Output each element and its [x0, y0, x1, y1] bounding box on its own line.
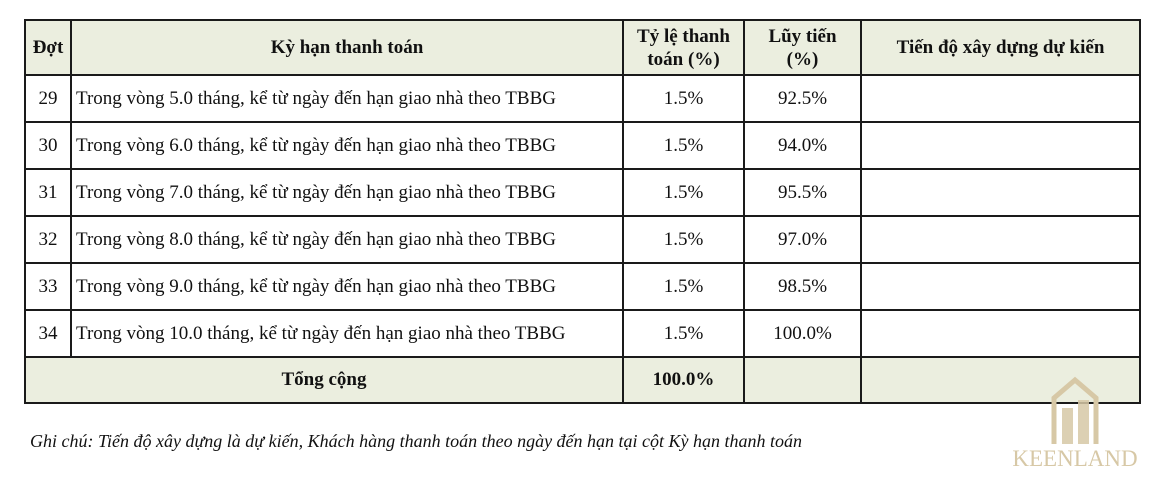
cell-id: 30 — [24, 121, 72, 170]
cell-rate: 1.5% — [622, 262, 745, 311]
cell-progress — [860, 121, 1141, 170]
header-id: Đợt — [24, 19, 72, 76]
keenland-logo: KEENLAND — [1004, 372, 1146, 476]
cell-progress — [860, 262, 1141, 311]
cell-id: 31 — [24, 168, 72, 217]
cell-term: Trong vòng 10.0 tháng, kể từ ngày đến hạ… — [70, 309, 624, 358]
total-value: 100.0% — [622, 356, 745, 404]
cell-cumulative: 92.5% — [743, 74, 862, 123]
header-term: Kỳ hạn thanh toán — [70, 19, 624, 76]
cell-term: Trong vòng 6.0 tháng, kể từ ngày đến hạn… — [70, 121, 624, 170]
cell-term: Trong vòng 8.0 tháng, kể từ ngày đến hạn… — [70, 215, 624, 264]
header-cumulative: Lũy tiến (%) — [743, 19, 862, 76]
cell-id: 29 — [24, 74, 72, 123]
logo-text: KEENLAND — [1012, 446, 1138, 471]
building-icon — [1051, 376, 1099, 444]
table-row: 34 Trong vòng 10.0 tháng, kể từ ngày đến… — [24, 309, 1141, 358]
header-rate-line2: toán (%) — [647, 48, 720, 70]
cell-rate: 1.5% — [622, 215, 745, 264]
table-header-row: Đợt Kỳ hạn thanh toán Tỷ lệ thanh toán (… — [24, 19, 1141, 76]
cell-rate: 1.5% — [622, 74, 745, 123]
cell-term: Trong vòng 9.0 tháng, kể từ ngày đến hạn… — [70, 262, 624, 311]
cell-cumulative: 95.5% — [743, 168, 862, 217]
table-row: 30 Trong vòng 6.0 tháng, kể từ ngày đến … — [24, 121, 1141, 170]
cell-rate: 1.5% — [622, 309, 745, 358]
total-progress-empty — [860, 356, 1141, 404]
header-rate: Tỷ lệ thanh toán (%) — [622, 19, 745, 76]
cell-term: Trong vòng 5.0 tháng, kể từ ngày đến hạn… — [70, 74, 624, 123]
cell-progress — [860, 74, 1141, 123]
table-row: 29 Trong vòng 5.0 tháng, kể từ ngày đến … — [24, 74, 1141, 123]
total-row: Tổng cộng 100.0% — [24, 356, 1141, 404]
cell-id: 33 — [24, 262, 72, 311]
header-rate-line1: Tỷ lệ thanh — [637, 25, 730, 47]
table-row: 31 Trong vòng 7.0 tháng, kể từ ngày đến … — [24, 168, 1141, 217]
cell-progress — [860, 168, 1141, 217]
cell-cumulative: 100.0% — [743, 309, 862, 358]
header-cumulative-line2: (%) — [786, 48, 819, 70]
cell-term: Trong vòng 7.0 tháng, kể từ ngày đến hạn… — [70, 168, 624, 217]
cell-id: 34 — [24, 309, 72, 358]
cell-cumulative: 97.0% — [743, 215, 862, 264]
total-cumulative-empty — [743, 356, 862, 404]
payment-schedule-table: Đợt Kỳ hạn thanh toán Tỷ lệ thanh toán (… — [24, 19, 1141, 404]
table-row: 32 Trong vòng 8.0 tháng, kể từ ngày đến … — [24, 215, 1141, 264]
table-row: 33 Trong vòng 9.0 tháng, kể từ ngày đến … — [24, 262, 1141, 311]
cell-cumulative: 98.5% — [743, 262, 862, 311]
cell-cumulative: 94.0% — [743, 121, 862, 170]
cell-rate: 1.5% — [622, 121, 745, 170]
total-label: Tổng cộng — [24, 356, 624, 404]
cell-rate: 1.5% — [622, 168, 745, 217]
cell-id: 32 — [24, 215, 72, 264]
header-cumulative-line1: Lũy tiến — [768, 25, 837, 47]
header-progress: Tiến độ xây dựng dự kiến — [860, 19, 1141, 76]
cell-progress — [860, 215, 1141, 264]
cell-progress — [860, 309, 1141, 358]
footnote: Ghi chú: Tiến độ xây dựng là dự kiến, Kh… — [30, 431, 803, 451]
